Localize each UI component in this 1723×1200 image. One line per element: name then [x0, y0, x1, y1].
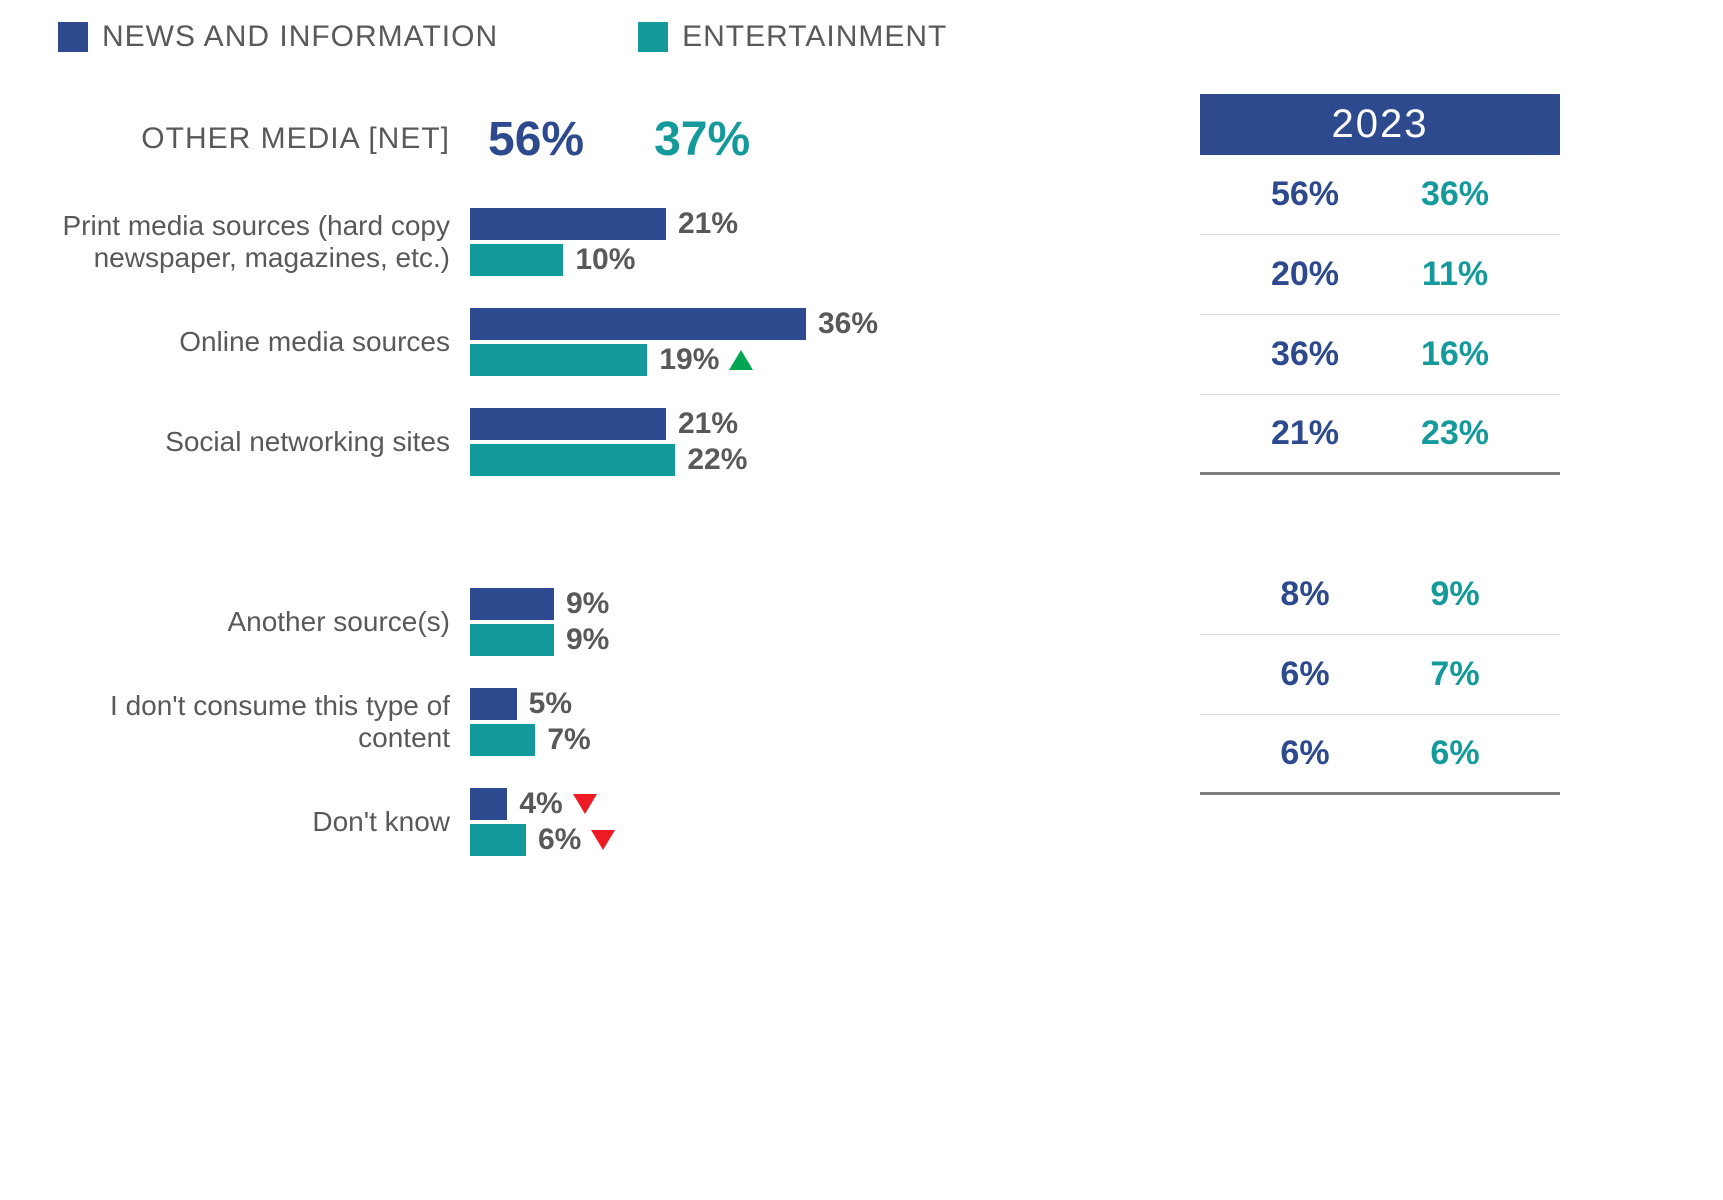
bar-row: Don't know4% 6%: [40, 782, 1140, 862]
bar-news-fill: [470, 408, 666, 440]
bar-entertainment-label: 9%: [566, 623, 609, 657]
row-bars: 4% 6%: [470, 788, 1140, 856]
down-arrow-icon: [573, 794, 597, 814]
bar-entertainment: 6%: [470, 824, 1140, 856]
bar-entertainment-fill: [470, 344, 647, 376]
bar-entertainment: 19%: [470, 344, 1140, 376]
headline-row: OTHER MEDIA [NET] 56% 37%: [40, 94, 1140, 184]
legend: NEWS AND INFORMATION ENTERTAINMENT: [40, 20, 1683, 54]
bar-entertainment-fill: [470, 624, 554, 656]
comparison-news-value: 6%: [1250, 734, 1360, 773]
row-bars: 21% 22%: [470, 408, 1140, 476]
bar-entertainment: 22%: [470, 444, 1140, 476]
row-label: I don't consume this type of content: [40, 690, 470, 754]
bar-news-label: 21%: [678, 407, 738, 441]
row-label: Another source(s): [40, 606, 470, 638]
comparison-news-value: 56%: [1250, 175, 1360, 214]
comparison-row: 21% 23%: [1200, 395, 1560, 475]
bar-news: 5%: [470, 688, 1140, 720]
bar-entertainment: 10%: [470, 244, 1140, 276]
comparison-year-header: 2023: [1200, 94, 1560, 155]
bar-news-fill: [470, 308, 806, 340]
row-bars: 9% 9%: [470, 588, 1140, 656]
bar-entertainment-fill: [470, 244, 563, 276]
bar-chart-column: OTHER MEDIA [NET] 56% 37% Print media sourc…: [40, 94, 1140, 882]
comparison-news-value: 6%: [1250, 655, 1360, 694]
bar-news: 9%: [470, 588, 1140, 620]
legend-swatch-entertainment: [638, 22, 668, 52]
bar-news-label: 36%: [818, 307, 878, 341]
comparison-row: 6% 7%: [1200, 635, 1560, 715]
bar-row: I don't consume this type of content5% 7…: [40, 682, 1140, 762]
bar-entertainment-label: 7%: [547, 723, 590, 757]
bar-news-label: 4%: [519, 787, 596, 821]
bar-entertainment-fill: [470, 724, 535, 756]
comparison-row: 20% 11%: [1200, 235, 1560, 315]
bar-entertainment-label: 10%: [575, 243, 635, 277]
bar-news-label: 9%: [566, 587, 609, 621]
row-label: Social networking sites: [40, 426, 470, 458]
bar-row: Online media sources36% 19%: [40, 302, 1140, 382]
comparison-row: 56% 36%: [1200, 155, 1560, 235]
bar-entertainment: 9%: [470, 624, 1140, 656]
comparison-news-value: 20%: [1250, 255, 1360, 294]
bar-entertainment-label: 22%: [687, 443, 747, 477]
comparison-news-value: 36%: [1250, 335, 1360, 374]
bar-news-fill: [470, 588, 554, 620]
comparison-entertainment-value: 16%: [1400, 335, 1510, 374]
comparison-entertainment-value: 36%: [1400, 175, 1510, 214]
bar-news: 21%: [470, 408, 1140, 440]
bar-row: Social networking sites21% 22%: [40, 402, 1140, 482]
bar-entertainment-fill: [470, 824, 526, 856]
legend-label-entertainment: ENTERTAINMENT: [682, 20, 947, 54]
bar-entertainment: 7%: [470, 724, 1140, 756]
legend-item-entertainment: ENTERTAINMENT: [638, 20, 947, 54]
comparison-row: 36% 16%: [1200, 315, 1560, 395]
headline-values: 56% 37%: [470, 112, 1140, 167]
bar-news-fill: [470, 688, 517, 720]
row-label: Print media sources (hard copy newspaper…: [40, 210, 470, 274]
comparison-entertainment-value: 11%: [1400, 255, 1510, 294]
row-label: Online media sources: [40, 326, 470, 358]
bar-news-label: 5%: [529, 687, 572, 721]
bar-entertainment-fill: [470, 444, 675, 476]
bar-news: 36%: [470, 308, 1140, 340]
comparison-entertainment-value: 7%: [1400, 655, 1510, 694]
bar-row: Print media sources (hard copy newspaper…: [40, 202, 1140, 282]
bar-news-fill: [470, 788, 507, 820]
comparison-entertainment-value: 6%: [1400, 734, 1510, 773]
bar-news-fill: [470, 208, 666, 240]
bar-entertainment-label: 19%: [659, 343, 753, 377]
bar-news: 4%: [470, 788, 1140, 820]
row-label: OTHER MEDIA [NET]: [40, 122, 470, 156]
row-bars: 21% 10%: [470, 208, 1140, 276]
chart-main: OTHER MEDIA [NET] 56% 37% Print media sourc…: [40, 94, 1683, 882]
row-label: Don't know: [40, 806, 470, 838]
row-bars: 36% 19%: [470, 308, 1140, 376]
comparison-news-value: 8%: [1250, 575, 1360, 614]
comparison-column: 2023 56%36%20%11%36%16%21%23%8%9%6%7%6%6…: [1200, 94, 1560, 882]
comparison-row: 8% 9%: [1200, 555, 1560, 635]
down-arrow-icon: [591, 830, 615, 850]
bar-news: 21%: [470, 208, 1140, 240]
bar-row: Another source(s)9% 9%: [40, 582, 1140, 662]
comparison-entertainment-value: 23%: [1400, 414, 1510, 453]
row-bars: 5% 7%: [470, 688, 1140, 756]
headline-entertainment-value: 37%: [654, 112, 750, 167]
legend-item-news: NEWS AND INFORMATION: [58, 20, 498, 54]
comparison-entertainment-value: 9%: [1400, 575, 1510, 614]
legend-label-news: NEWS AND INFORMATION: [102, 20, 498, 54]
headline-news-value: 56%: [488, 112, 584, 167]
bar-entertainment-label: 6%: [538, 823, 615, 857]
up-arrow-icon: [729, 350, 753, 370]
comparison-news-value: 21%: [1250, 414, 1360, 453]
comparison-row: 6% 6%: [1200, 715, 1560, 795]
bar-news-label: 21%: [678, 207, 738, 241]
legend-swatch-news: [58, 22, 88, 52]
